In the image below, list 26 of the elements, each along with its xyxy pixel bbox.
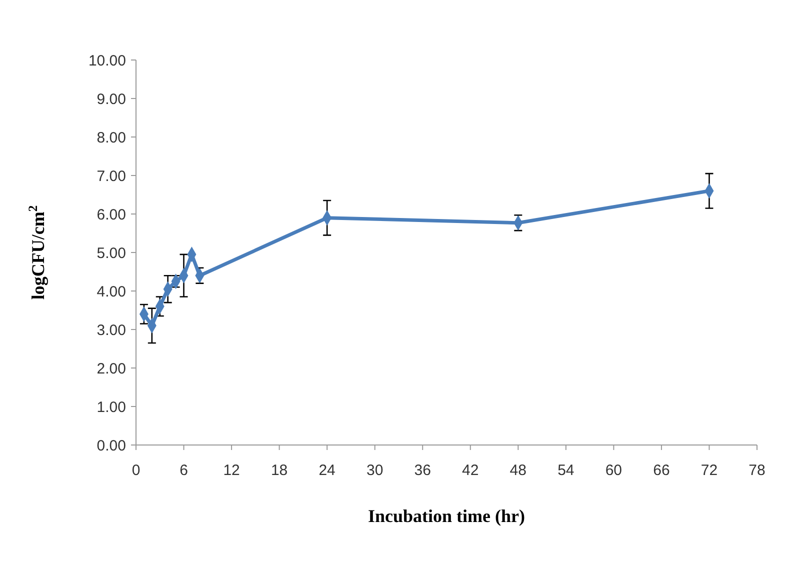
x-tick-label: 78 [748,462,766,479]
x-axis-title: Incubation time (hr) [368,506,526,526]
y-tick-label: 6.00 [96,206,126,224]
y-tick-label: 2.00 [96,360,126,378]
x-tick-label: 36 [414,462,431,479]
y-tick-label: 5.00 [96,244,126,262]
x-tick-label: 72 [700,462,718,479]
y-tick-label: 0.00 [96,437,126,454]
x-tick-label: 48 [510,462,526,479]
x-tick-label: 60 [605,462,622,479]
y-tick-label: 4.00 [96,283,126,300]
y-tick-label: 3.00 [96,322,126,339]
y-tick-label: 9.00 [96,90,126,108]
x-tick-label: 66 [653,462,670,479]
y-tick-label: 8.00 [96,129,126,146]
x-tick-label: 24 [318,462,336,479]
x-tick-label: 0 [132,462,140,479]
x-tick-label: 30 [366,462,384,479]
x-tick-label: 6 [180,462,188,479]
y-tick-label: 1.00 [96,398,126,416]
y-tick-label: 10.00 [88,52,126,70]
x-tick-label: 54 [558,462,574,479]
x-tick-label: 12 [223,462,240,479]
x-tick-label: 42 [462,462,479,479]
y-tick-label: 7.00 [96,168,126,185]
x-tick-label: 18 [270,462,288,479]
